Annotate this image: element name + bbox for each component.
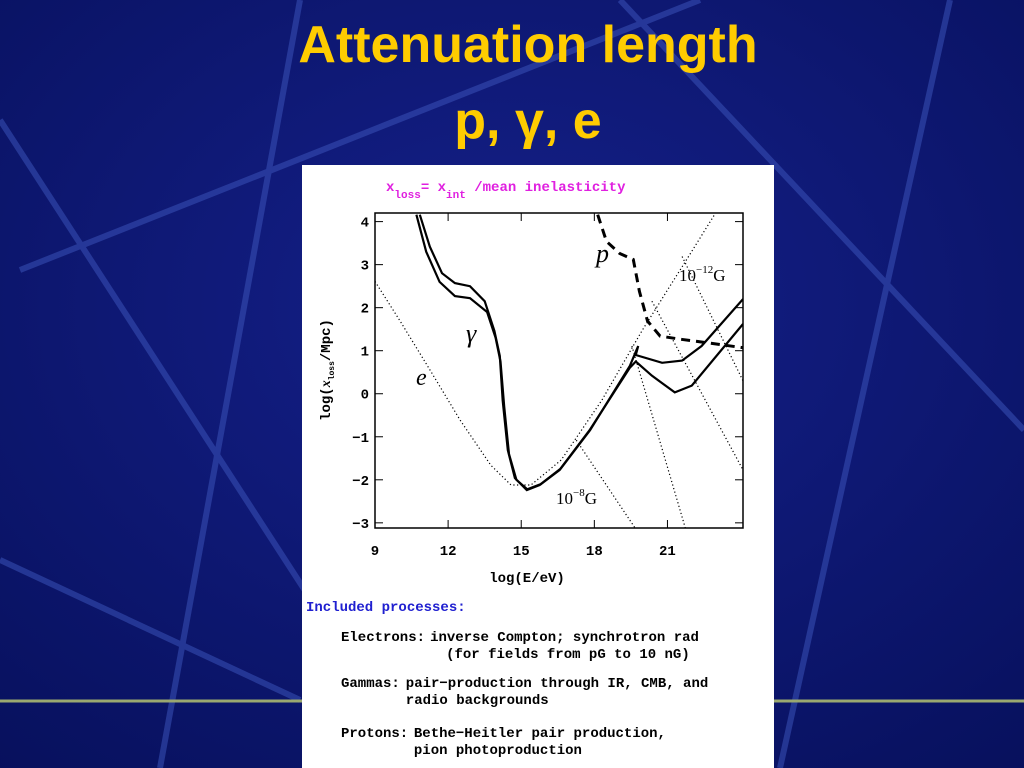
- slide-subtitle: p, γ, e: [454, 92, 601, 150]
- curve: [596, 214, 743, 350]
- note-line: inverse Compton; synchrotron rad: [430, 630, 699, 646]
- annotation-part: G: [713, 266, 725, 285]
- curve: [575, 439, 636, 528]
- annotation: 10−8G: [556, 487, 597, 508]
- annotation: p: [594, 239, 609, 268]
- curve: [415, 214, 743, 491]
- note-label: Electrons:: [341, 630, 425, 646]
- x-tick-label: 15: [513, 544, 530, 560]
- curve: [375, 214, 716, 486]
- x-tick-label: 18: [586, 544, 603, 560]
- y-tick-label: 0: [361, 388, 369, 404]
- y-axis-label: log(xloss/Mpc): [319, 319, 337, 421]
- y-tick-label: 4: [361, 216, 369, 232]
- curve: [681, 256, 743, 382]
- y-tick-label: 3: [361, 259, 369, 275]
- x-axis-label: log(E/eV): [489, 571, 565, 587]
- plot-frame: [374, 212, 744, 529]
- slide-title: Attenuation length: [298, 16, 757, 74]
- x-tick-label: 9: [371, 544, 379, 560]
- y-tick-label: 2: [361, 302, 369, 318]
- y-tick-label: −2: [352, 474, 369, 490]
- notes: Included processes: Electrons: inverse Co…: [306, 600, 708, 759]
- note-label: Gammas:: [341, 676, 400, 692]
- annotation-part: p: [594, 239, 609, 268]
- annotation-part: G: [585, 489, 597, 508]
- annotation-part: −12: [696, 264, 713, 276]
- note-label: Protons:: [341, 726, 408, 742]
- annotation-part: 10: [556, 489, 573, 508]
- annotation-part: −8: [573, 487, 585, 499]
- annotation: e: [416, 365, 427, 391]
- y-tick-label: 1: [361, 345, 369, 361]
- note-line: Bethe−Heitler pair production,: [414, 726, 666, 742]
- annotation-part: γ: [466, 319, 477, 348]
- note-line: pair−production through IR, CMB, and: [406, 676, 708, 692]
- note-line: (for fields from pG to 10 nG): [446, 647, 690, 663]
- figure-panel: [302, 165, 774, 768]
- note-line: radio backgrounds: [406, 693, 549, 709]
- x-tick-label: 21: [659, 544, 676, 560]
- note-line: pion photoproduction: [414, 743, 582, 759]
- annotation-part: 10: [679, 266, 696, 285]
- x-tick-label: 12: [440, 544, 457, 560]
- annotation: 10−12G: [679, 264, 726, 285]
- curve: [651, 300, 743, 471]
- notes-heading: Included processes:: [306, 600, 466, 616]
- y-tick-label: −1: [352, 431, 369, 447]
- annotation-part: e: [416, 365, 427, 391]
- plot-area: [375, 214, 743, 528]
- chart-title: xloss= xint /mean inelasticity: [386, 180, 626, 202]
- annotation: γ: [466, 319, 477, 348]
- y-tick-label: −3: [352, 517, 369, 533]
